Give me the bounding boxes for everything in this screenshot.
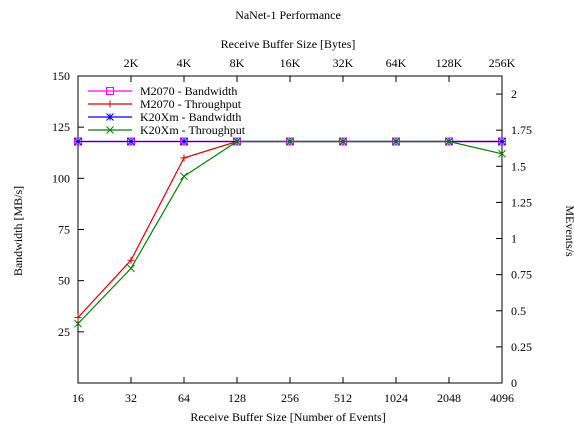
legend-entry: K20Xm - Throughput xyxy=(88,123,246,137)
y-axis-label: Bandwidth [MB/s] xyxy=(11,186,25,276)
y2-tick-label: 0.25 xyxy=(511,340,532,354)
x-axis-label: Receive Buffer Size [Number of Events] xyxy=(190,410,385,424)
x-tick-label: 512 xyxy=(334,391,352,405)
axis-ticks: 16 32 64 128 256 512 1024 2048 4096 2K 4K 8K 16K 32K 6… xyxy=(52,56,532,405)
x2-tick-label: 16K xyxy=(280,56,301,70)
y2-tick-label: 1.5 xyxy=(511,159,526,173)
star-marker xyxy=(180,137,188,146)
x-tick-label: 64 xyxy=(178,391,190,405)
y2-tick-label: 1.25 xyxy=(511,195,532,209)
x2-tick-label: 128K xyxy=(436,56,463,70)
legend-label: M2070 - Bandwidth xyxy=(140,84,237,98)
legend-entry: M2070 - Throughput xyxy=(88,97,242,111)
y-tick-label: 75 xyxy=(58,223,70,237)
y-tick-label: 150 xyxy=(52,69,70,83)
plus-marker xyxy=(127,256,135,264)
plus-marker xyxy=(180,154,188,162)
series-line xyxy=(77,140,503,325)
plus-marker xyxy=(74,314,82,322)
x2-tick-label: 32K xyxy=(333,56,354,70)
x2-tick-label: 8K xyxy=(230,56,245,70)
y2-tick-label: 1.75 xyxy=(511,123,532,137)
series-3 xyxy=(74,137,506,328)
legend-entry: M2070 - Bandwidth xyxy=(88,84,237,98)
y-tick-label: 25 xyxy=(58,325,70,339)
x-marker xyxy=(106,126,114,134)
x-tick-label: 1024 xyxy=(384,391,408,405)
series-1 xyxy=(74,137,506,322)
x2-tick-label: 256K xyxy=(489,56,516,70)
x-marker xyxy=(127,264,135,273)
x-tick-label: 16 xyxy=(72,391,84,405)
top-axis-label: Receive Buffer Size [Bytes] xyxy=(221,37,356,51)
x2-tick-label: 64K xyxy=(386,56,407,70)
legend-entry: K20Xm - Bandwidth xyxy=(88,110,241,124)
x-tick-label: 4096 xyxy=(490,391,514,405)
y2-tick-label: 0 xyxy=(511,376,517,390)
star-marker xyxy=(127,137,135,146)
y2-axis-label: MEvents/s xyxy=(563,205,574,257)
series-layer xyxy=(74,137,506,328)
x2-tick-label: 4K xyxy=(177,56,192,70)
square-marker xyxy=(106,87,114,95)
x2-tick-label: 2K xyxy=(124,56,139,70)
star-marker xyxy=(498,137,506,146)
x-marker xyxy=(233,137,241,146)
x-marker xyxy=(74,319,82,328)
legend-label: K20Xm - Bandwidth xyxy=(140,110,241,124)
series-line xyxy=(77,140,502,318)
x-tick-label: 128 xyxy=(228,391,246,405)
legend-label: M2070 - Throughput xyxy=(140,97,242,111)
y2-tick-label: 0.5 xyxy=(511,304,526,318)
x-tick-label: 32 xyxy=(125,391,137,405)
y-tick-label: 125 xyxy=(52,120,70,134)
chart-title: NaNet-1 Performance xyxy=(235,8,341,22)
y2-tick-label: 1 xyxy=(511,232,517,246)
star-marker xyxy=(74,137,82,146)
x-marker xyxy=(180,172,188,181)
x-marker xyxy=(445,137,453,146)
x-marker xyxy=(339,137,347,146)
x-tick-label: 256 xyxy=(281,391,299,405)
y-tick-label: 50 xyxy=(58,274,70,288)
y2-tick-label: 0.75 xyxy=(511,268,532,282)
plus-marker xyxy=(106,100,114,108)
x-marker xyxy=(392,137,400,146)
x-tick-label: 2048 xyxy=(437,391,461,405)
x-marker xyxy=(498,149,506,158)
y-tick-label: 100 xyxy=(52,171,70,185)
x-marker xyxy=(286,137,294,146)
y2-tick-label: 2 xyxy=(511,87,517,101)
legend-label: K20Xm - Throughput xyxy=(140,123,246,137)
star-marker xyxy=(106,113,114,121)
